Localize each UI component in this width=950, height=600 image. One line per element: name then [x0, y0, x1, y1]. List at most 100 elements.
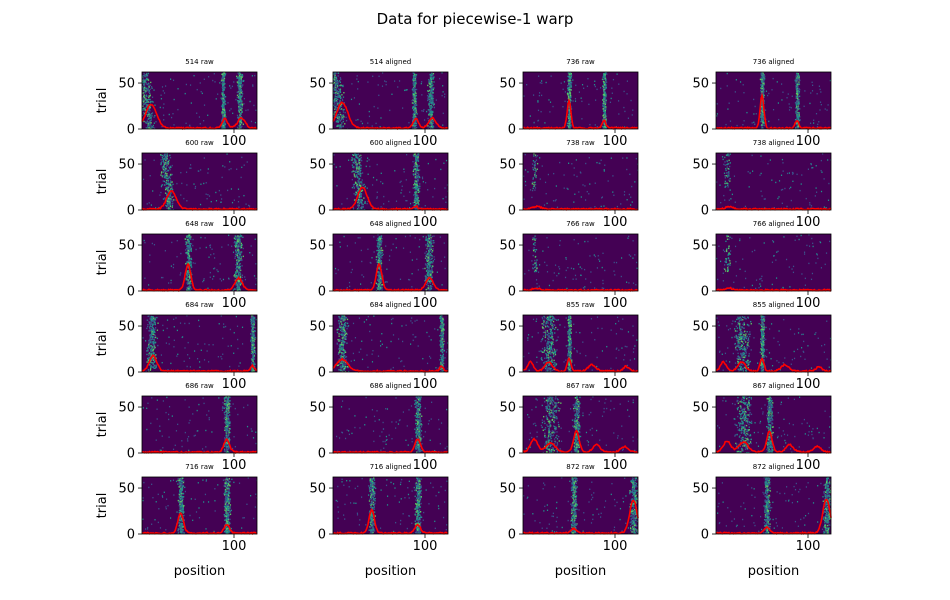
heatmap-cell [604, 114, 606, 117]
heatmap-cell [796, 119, 798, 121]
heatmap-cell [165, 183, 168, 185]
heatmap-cell [160, 191, 162, 194]
heatmap-cell [208, 256, 210, 258]
heatmap-cell [358, 168, 360, 170]
heatmap-cell [363, 183, 365, 186]
heatmap-cell [335, 100, 337, 103]
heatmap-cell [143, 80, 146, 82]
heatmap-cell [235, 271, 237, 273]
heatmap-cell [334, 83, 336, 85]
heatmap-cell [525, 184, 527, 187]
heatmap-cell [359, 193, 361, 195]
heatmap-cell [603, 170, 605, 172]
heatmap-cell [186, 241, 188, 244]
heatmap-cell [186, 245, 188, 247]
axes-frame [141, 233, 258, 292]
heatmap-cell [333, 82, 336, 84]
heatmap-cell [762, 86, 764, 88]
heatmap-cell [413, 78, 416, 80]
heatmap-cell [238, 72, 240, 74]
heatmap-cell [187, 252, 189, 255]
heatmap-cell [165, 163, 167, 165]
heatmap-cell [147, 99, 149, 101]
heatmap-cell [810, 92, 812, 94]
heatmap-cell [251, 75, 253, 77]
heatmap-cell [222, 117, 224, 119]
heatmap-cell [604, 91, 606, 93]
heatmap-cell [339, 246, 341, 248]
heatmap-cell [417, 185, 420, 187]
heatmap-cell [237, 82, 239, 84]
heatmap-cell [342, 85, 344, 88]
heatmap-cell [428, 113, 430, 116]
heatmap-cell [239, 271, 241, 274]
heatmap-cell [165, 187, 168, 190]
heatmap-cell [238, 267, 240, 270]
heatmap-cell [415, 198, 417, 200]
heatmap-cell [333, 87, 335, 90]
heatmap-cell [365, 165, 367, 168]
heatmap-cell [589, 183, 591, 185]
heatmap-cell [213, 275, 215, 278]
heatmap-cell [419, 238, 421, 241]
heatmap-cell [239, 259, 241, 261]
heatmap-cell [357, 80, 359, 83]
heatmap-cell [166, 205, 168, 208]
heatmap-cell [358, 180, 360, 182]
heatmap-cell [185, 171, 188, 173]
heatmap-cell [360, 120, 362, 123]
heatmap-cell [226, 153, 228, 155]
heatmap-cell [604, 116, 606, 118]
heatmap-cell [235, 288, 237, 290]
heatmap-cell [605, 78, 607, 81]
heatmap-cell [239, 106, 241, 109]
heatmap-cell [223, 104, 225, 106]
heatmap-cell [234, 253, 237, 256]
heatmap-cell [227, 189, 229, 192]
heatmap-cell [148, 114, 150, 116]
heatmap-cell [140, 79, 141, 80]
heatmap-cell [358, 170, 361, 172]
heatmap-cell [360, 195, 362, 198]
heatmap-cell [241, 80, 243, 83]
heatmap-cell [189, 167, 191, 169]
heatmap-cell [762, 79, 765, 81]
heatmap-cell [604, 82, 606, 85]
heatmap-cell [603, 94, 606, 97]
heatmap-cell [724, 177, 727, 179]
heatmap-cell [428, 111, 431, 113]
heatmap-cell [240, 89, 242, 91]
heatmap-cell [761, 85, 763, 88]
heatmap-cell [523, 175, 525, 177]
heatmap-cell [413, 80, 415, 83]
heatmap-cell [432, 97, 434, 100]
heatmap-cell [238, 103, 240, 106]
heatmap-cell [760, 105, 763, 108]
heatmap-cell [150, 204, 153, 206]
heatmap-cell [623, 90, 625, 93]
heatmap-cell [430, 88, 432, 90]
y-tick-label: 50 [118, 158, 135, 173]
heatmap-cell [428, 94, 431, 96]
heatmap-cell [762, 80, 764, 82]
heatmap-cell [139, 90, 140, 91]
heatmap-cell [239, 282, 241, 284]
heatmap-cell [827, 199, 830, 201]
heatmap-cell [240, 269, 242, 272]
heatmap-cell [236, 286, 238, 289]
heatmap-cell [822, 153, 824, 155]
heatmap-cell [420, 82, 422, 85]
heatmap-cell [248, 204, 250, 207]
heatmap-cell [335, 81, 337, 83]
heatmap-cell [213, 267, 215, 270]
heatmap-cell [357, 208, 359, 210]
heatmap-cell [604, 87, 606, 89]
heatmap-cell [417, 199, 419, 201]
heatmap-cell [238, 116, 240, 119]
heatmap-cell [797, 124, 799, 126]
axes-frame [715, 71, 832, 130]
heatmap-cell [419, 187, 421, 190]
heatmap-cell [335, 98, 337, 100]
heatmap-cell [220, 198, 223, 200]
